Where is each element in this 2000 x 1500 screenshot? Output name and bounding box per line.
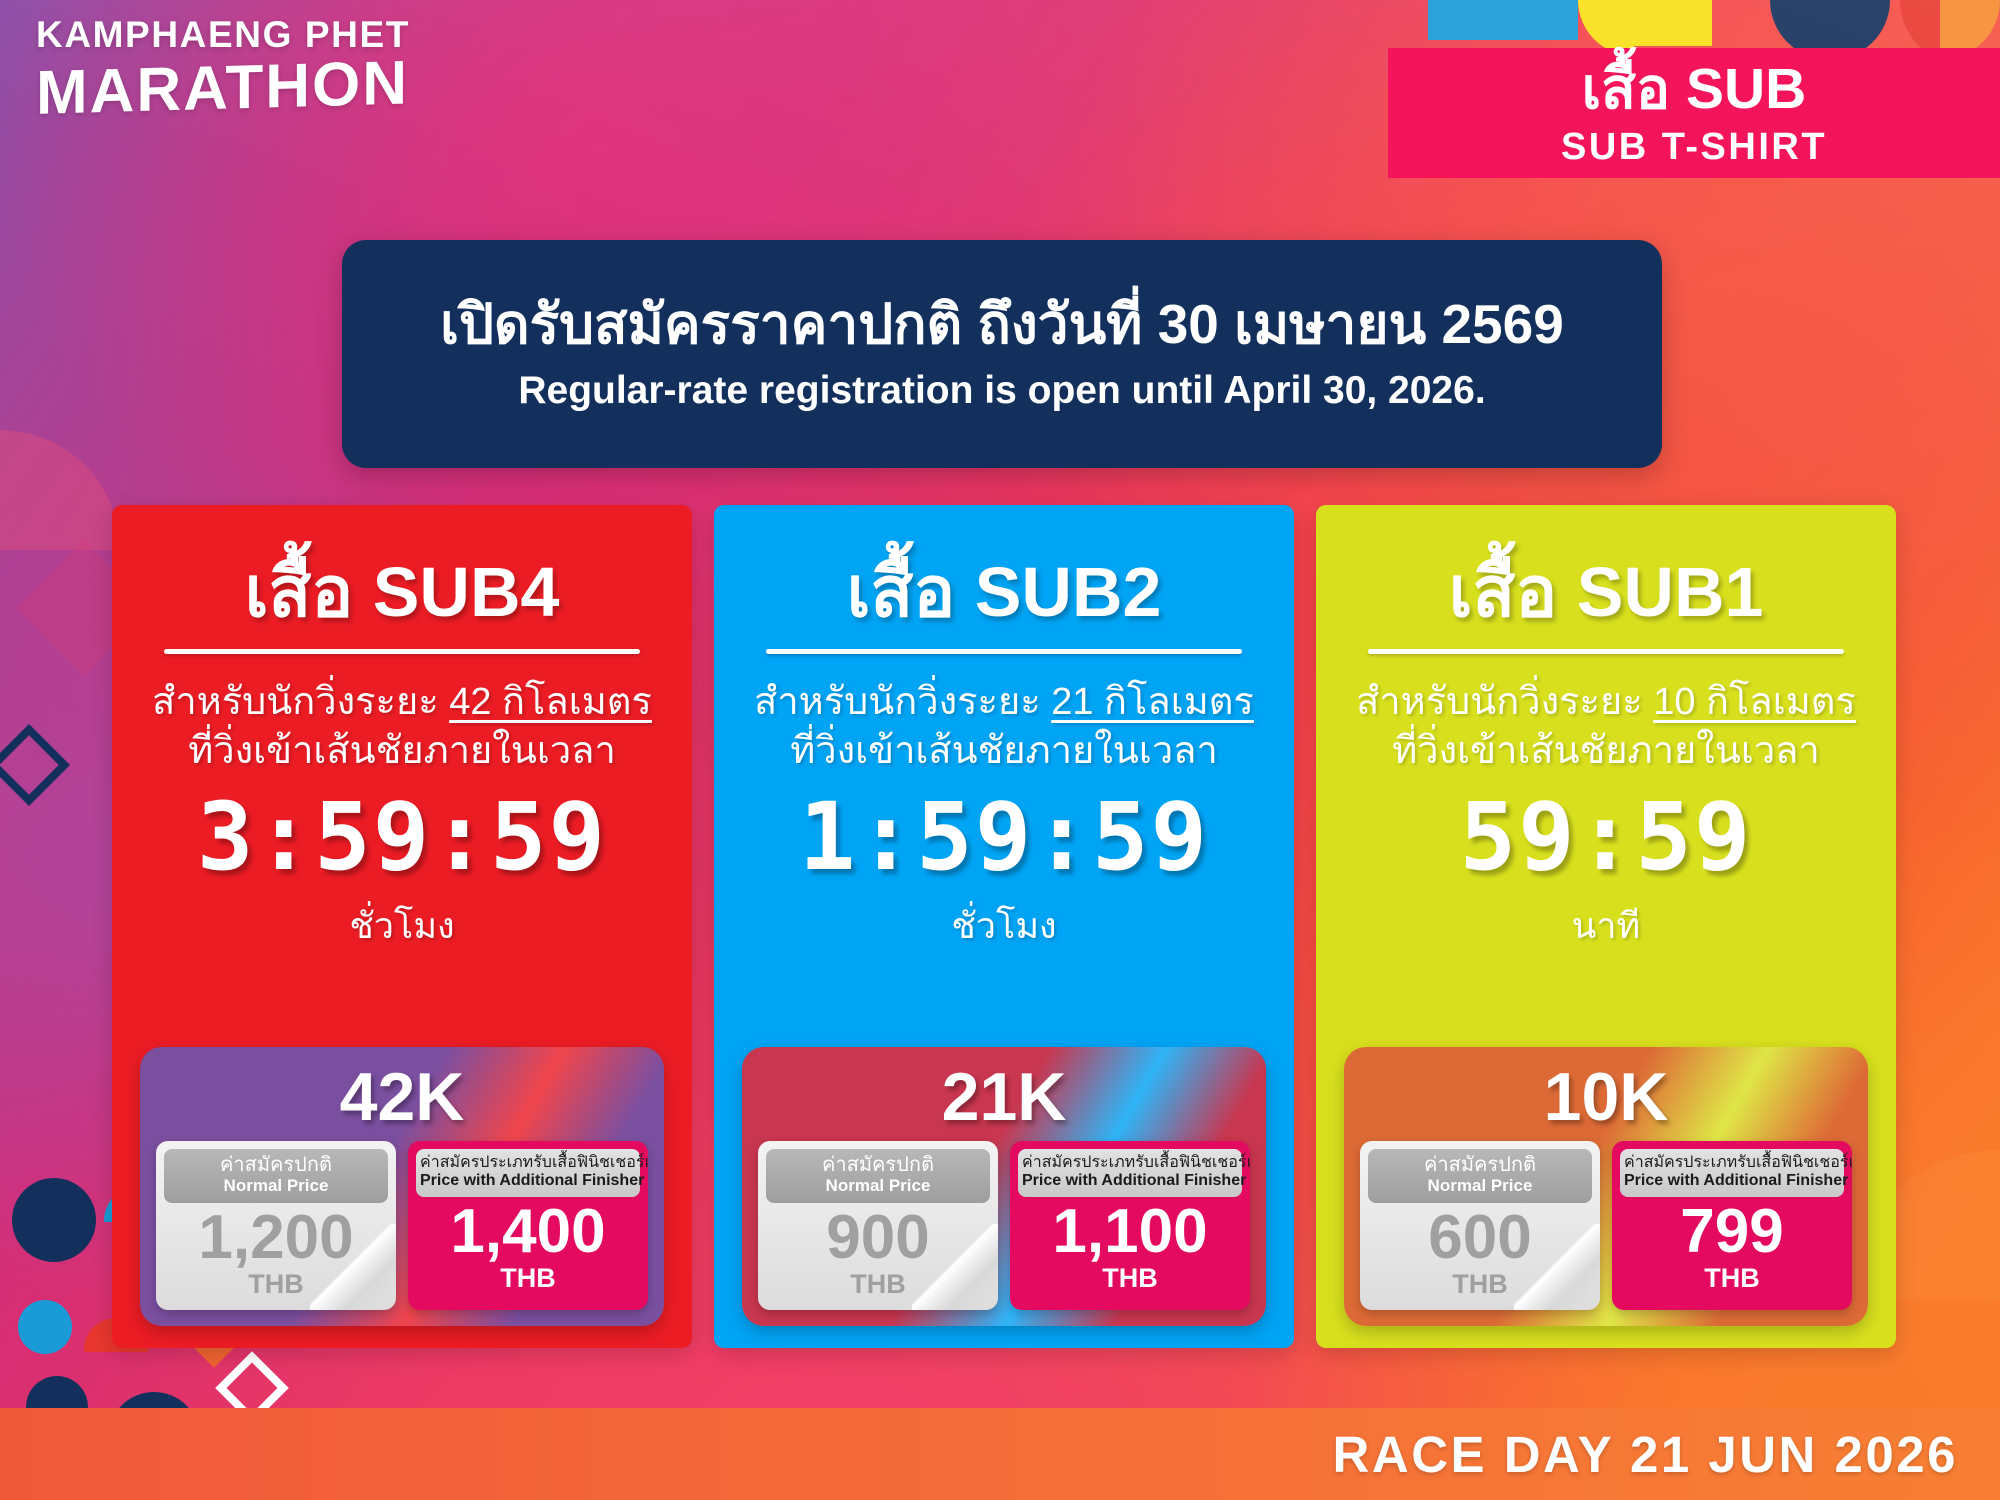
- price-currency: THB: [248, 1269, 304, 1299]
- price-value: 600 THB: [1360, 1203, 1600, 1310]
- card-title: เสื้อ SUB2: [846, 553, 1162, 631]
- price-label: ค่าสมัครปกติ Normal Price: [766, 1149, 990, 1203]
- event-logo: KAMPHAENG PHET MARATHON: [36, 14, 456, 128]
- header-title-english: SUB T-SHIRT: [1560, 125, 1828, 168]
- card-description-line-2: ที่วิ่งเข้าเส้นชัยภายในเวลา: [188, 729, 616, 772]
- price-label-thai: ค่าสมัครปกติ: [1424, 1154, 1536, 1177]
- price-value: 1,200 THB: [156, 1203, 396, 1310]
- notice-text-thai: เปิดรับสมัครราคาปกติ ถึงวันที่ 30 เมษายน…: [440, 292, 1564, 355]
- card-description: สำหรับนักวิ่งระยะ 21 กิโลเมตร ที่วิ่งเข้า…: [754, 678, 1254, 775]
- price-amount: 1,200: [198, 1203, 354, 1272]
- price-row: ค่าสมัครปกติ Normal Price 900 THB ค่าสมัครปร…: [758, 1141, 1250, 1310]
- pricing-card[interactable]: เสื้อ SUB4 สำหรับนักวิ่งระยะ 42 กิโลเมตรท…: [112, 505, 692, 1348]
- price-value: 900 THB: [758, 1203, 998, 1310]
- deco-circle-teal-small: [18, 1300, 72, 1354]
- price-amount: 799: [1680, 1197, 1784, 1267]
- card-title: เสื้อ SUB1: [1448, 553, 1764, 631]
- cutoff-time: 3:59:59: [196, 783, 608, 893]
- normal-price-box[interactable]: ค่าสมัครปกติ Normal Price 600 THB: [1360, 1141, 1600, 1310]
- logo-line-1: KAMPHAENG PHET: [36, 14, 410, 55]
- race-day-text: RACE DAY 21 JUN 2026: [1332, 1426, 1958, 1483]
- deco-circle-navy: [12, 1178, 96, 1262]
- price-value: 799 THB: [1612, 1197, 1852, 1304]
- sub-tshirt-header-badge: เสื้อ SUB SUB T-SHIRT: [1388, 48, 2000, 178]
- price-block: 21K ค่าสมัครปกติ Normal Price 900 THB ค่าสมัค…: [742, 1047, 1266, 1326]
- price-label-thai: ค่าสมัครปกติ: [822, 1154, 934, 1177]
- price-row: ค่าสมัครปกติ Normal Price 1,200 THB ค่าสมัคร…: [156, 1141, 648, 1310]
- card-title: เสื้อ SUB4: [244, 553, 560, 631]
- price-currency: THB: [850, 1269, 906, 1299]
- notice-text-english: Regular-rate registration is open until …: [518, 369, 1486, 413]
- header-title-thai: เสื้อ SUB: [1581, 56, 1807, 121]
- normal-price-box[interactable]: ค่าสมัครปกติ Normal Price 900 THB: [758, 1141, 998, 1310]
- special-price-box[interactable]: ค่าสมัครประเภทรับเสื้อฟินิชเชอร์แบบพิเศษ…: [1612, 1141, 1852, 1310]
- pricing-card[interactable]: เสื้อ SUB2 สำหรับนักวิ่งระยะ 21 กิโลเมตรท…: [714, 505, 1294, 1348]
- card-desc-prefix: สำหรับนักวิ่งระยะ: [754, 681, 1052, 723]
- price-label-thai: ค่าสมัครประเภทรับเสื้อฟินิชเชอร์แบบพิเศษ: [1624, 1154, 1852, 1172]
- price-amount: 900: [826, 1203, 930, 1272]
- card-description-line-1: สำหรับนักวิ่งระยะ 21 กิโลเมตร: [754, 678, 1254, 727]
- cutoff-time-unit: ชั่วโมง: [951, 905, 1057, 947]
- card-description: สำหรับนักวิ่งระยะ 42 กิโลเมตร ที่วิ่งเข้า…: [152, 678, 652, 775]
- price-currency: THB: [1452, 1269, 1508, 1299]
- card-desc-distance: 10 กิโลเมตร: [1653, 681, 1856, 723]
- price-label: ค่าสมัครปกติ Normal Price: [164, 1149, 388, 1203]
- card-description-line-1: สำหรับนักวิ่งระยะ 10 กิโลเมตร: [1356, 678, 1856, 727]
- footer-band: [0, 1408, 2000, 1500]
- cutoff-time-unit: นาที: [1571, 905, 1641, 947]
- card-desc-distance: 42 กิโลเมตร: [449, 681, 652, 723]
- price-label: ค่าสมัครประเภทรับเสื้อฟินิชเชอร์แบบพิเศษ…: [1620, 1149, 1852, 1198]
- price-block: 10K ค่าสมัครปกติ Normal Price 600 THB ค่าสมัค…: [1344, 1047, 1868, 1326]
- card-divider: [766, 649, 1242, 654]
- special-price-box[interactable]: ค่าสมัครประเภทรับเสื้อฟินิชเชอร์แบบพิเศษ…: [408, 1141, 648, 1310]
- price-amount: 1,100: [1052, 1197, 1208, 1267]
- card-divider: [1368, 649, 1844, 654]
- card-description-line-2: ที่วิ่งเข้าเส้นชัยภายในเวลา: [1392, 729, 1820, 772]
- distance-badge: 42K: [339, 1059, 465, 1136]
- price-label-thai: ค่าสมัครประเภทรับเสื้อฟินิชเชอร์แบบพิเศษ: [420, 1154, 648, 1172]
- price-label-english: Normal Price: [1427, 1176, 1533, 1196]
- price-label: ค่าสมัครประเภทรับเสื้อฟินิชเชอร์แบบพิเศษ…: [416, 1149, 648, 1198]
- price-label-english: Price with Additional Finisher T-shirt: [1624, 1172, 1852, 1190]
- card-divider: [164, 649, 640, 654]
- special-price-box[interactable]: ค่าสมัครประเภทรับเสื้อฟินิชเชอร์แบบพิเศษ…: [1010, 1141, 1250, 1310]
- cutoff-time: 1:59:59: [798, 783, 1210, 893]
- price-label: ค่าสมัครปกติ Normal Price: [1368, 1149, 1592, 1203]
- card-description-line-1: สำหรับนักวิ่งระยะ 42 กิโลเมตร: [152, 678, 652, 727]
- price-label-thai: ค่าสมัครปกติ: [220, 1154, 332, 1177]
- cutoff-time-unit: ชั่วโมง: [349, 905, 455, 947]
- price-label: ค่าสมัครประเภทรับเสื้อฟินิชเชอร์แบบพิเศษ…: [1018, 1149, 1250, 1198]
- price-label-english: Normal Price: [825, 1176, 931, 1196]
- cutoff-time: 59:59: [1459, 783, 1753, 893]
- card-description-line-2: ที่วิ่งเข้าเส้นชัยภายในเวลา: [790, 729, 1218, 772]
- price-block: 42K ค่าสมัครปกติ Normal Price 1,200 THB ค่าสม…: [140, 1047, 664, 1326]
- distance-badge: 10K: [1543, 1059, 1669, 1136]
- price-label-english: Normal Price: [223, 1176, 329, 1196]
- price-currency: THB: [1102, 1263, 1158, 1294]
- card-desc-prefix: สำหรับนักวิ่งระยะ: [1356, 681, 1654, 723]
- deco-rect-yellow: [1634, 0, 1712, 46]
- registration-notice-banner: เปิดรับสมัครราคาปกติ ถึงวันที่ 30 เมษายน…: [342, 240, 1662, 468]
- normal-price-box[interactable]: ค่าสมัครปกติ Normal Price 1,200 THB: [156, 1141, 396, 1310]
- pricing-cards-container: เสื้อ SUB4 สำหรับนักวิ่งระยะ 42 กิโลเมตรท…: [112, 505, 1896, 1348]
- card-desc-prefix: สำหรับนักวิ่งระยะ: [152, 681, 450, 723]
- price-amount: 600: [1428, 1203, 1532, 1272]
- pricing-card[interactable]: เสื้อ SUB1 สำหรับนักวิ่งระยะ 10 กิโลเมตรท…: [1316, 505, 1896, 1348]
- price-value: 1,100 THB: [1010, 1197, 1250, 1304]
- price-value: 1,400 THB: [408, 1197, 648, 1304]
- price-label-thai: ค่าสมัครประเภทรับเสื้อฟินิชเชอร์แบบพิเศษ: [1022, 1154, 1250, 1172]
- price-amount: 1,400: [450, 1197, 606, 1267]
- price-label-english: Price with Additional Finisher T-shirt: [1022, 1172, 1250, 1190]
- deco-rect-teal: [1428, 0, 1578, 40]
- card-desc-distance: 21 กิโลเมตร: [1051, 681, 1254, 723]
- distance-badge: 21K: [941, 1059, 1067, 1136]
- card-description: สำหรับนักวิ่งระยะ 10 กิโลเมตร ที่วิ่งเข้า…: [1356, 678, 1856, 775]
- price-currency: THB: [500, 1263, 556, 1294]
- price-currency: THB: [1704, 1263, 1760, 1294]
- price-row: ค่าสมัครปกติ Normal Price 600 THB ค่าสมัครปร…: [1360, 1141, 1852, 1310]
- logo-line-2: MARATHON: [36, 48, 410, 128]
- price-label-english: Price with Additional Finisher T-shirt: [420, 1172, 648, 1190]
